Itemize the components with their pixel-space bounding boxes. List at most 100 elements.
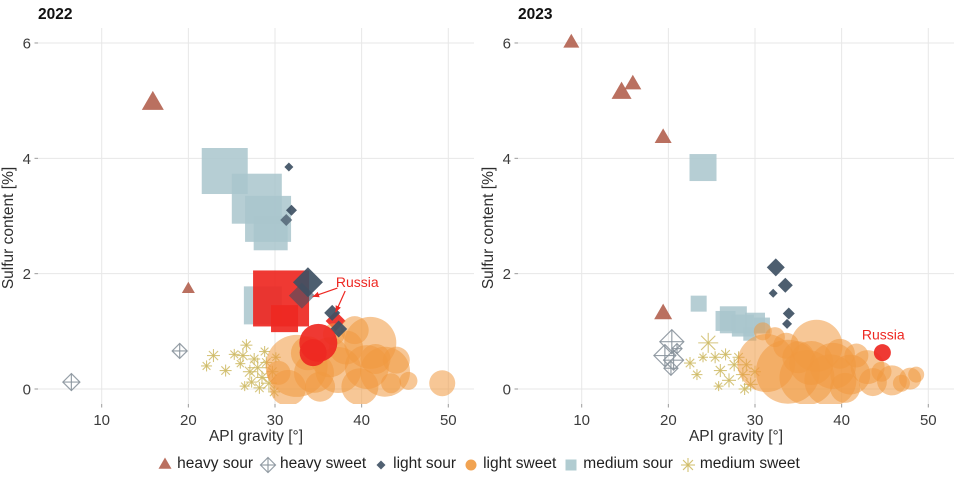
russia-arrowhead	[335, 305, 341, 313]
point-light-sour	[768, 288, 778, 298]
point-medium-sweet	[722, 373, 737, 388]
point-light-sweet	[871, 361, 892, 382]
series-light-sweet	[737, 319, 925, 404]
point-medium-sweet	[240, 339, 253, 352]
point-medium-sweet	[246, 376, 258, 388]
point-heavy-sweet	[662, 349, 685, 372]
legend-label: medium sweet	[699, 455, 800, 472]
legend-item-medium-sweet: medium sweet	[678, 454, 800, 474]
point-heavy-sweet	[671, 342, 683, 355]
point-heavy-sweet	[171, 342, 189, 360]
point-medium-sour	[689, 154, 717, 182]
legend-glyph-light-sour	[376, 460, 386, 470]
y-axis-label: Sulfur content [%]	[480, 167, 497, 289]
point-heavy-sour	[624, 74, 642, 90]
series-heavy-sour	[141, 90, 195, 293]
point-medium-sweet	[719, 348, 732, 361]
series-heavy-sweet	[653, 328, 685, 377]
point-light-sour	[288, 282, 315, 309]
point-light-sweet	[381, 373, 402, 394]
point-medium-sweet	[684, 357, 697, 370]
gridlines	[38, 28, 474, 404]
x-tick-label: 50	[920, 412, 937, 429]
point-russia	[299, 339, 327, 367]
point-heavy-sweet	[658, 328, 685, 355]
x-tick-label: 30	[267, 412, 284, 429]
point-light-sweet	[399, 371, 418, 390]
point-light-sour	[285, 204, 297, 216]
point-heavy-sour	[654, 303, 673, 320]
legend-glyph-heavy-sweet	[259, 456, 277, 474]
axis-ticks: 10 20 30 40 50 0 2 4 6	[23, 35, 457, 429]
x-tick-label: 30	[747, 412, 764, 429]
x-tick-label: 20	[660, 412, 677, 429]
chart-legend: heavy sour heavy sweet light sour light swe…	[0, 450, 960, 478]
point-light-sweet	[429, 370, 456, 397]
russia-label: Russia	[336, 274, 379, 290]
y-tick-label: 4	[503, 151, 511, 168]
point-medium-sour	[253, 216, 288, 251]
point-light-sweet	[266, 360, 291, 385]
legend-marker-medium-sweet	[680, 458, 695, 472]
plot-area	[62, 90, 456, 404]
x-axis-label: API gravity [°]	[209, 428, 303, 445]
x-tick-label: 40	[353, 412, 370, 429]
russia-label: Russia	[862, 326, 905, 342]
legend-label: heavy sweet	[279, 455, 367, 472]
series-heavy-sour	[563, 33, 673, 320]
point-light-sweet	[382, 346, 410, 374]
y-tick-label: 2	[503, 266, 511, 283]
point-light-sweet	[293, 352, 334, 393]
legend-glyph-heavy-sour	[158, 457, 172, 469]
point-medium-sweet	[698, 352, 709, 363]
point-light-sweet	[809, 342, 856, 389]
legend-item-heavy-sweet: heavy sweet	[258, 454, 366, 474]
legend-marker-light-sweet	[465, 459, 477, 471]
legend-label: light sour	[393, 455, 457, 472]
x-tick-label: 10	[573, 412, 590, 429]
plot-area	[563, 33, 925, 404]
series-heavy-sweet	[62, 342, 189, 392]
point-light-sour	[766, 258, 785, 277]
legend-marker-light-sour	[376, 460, 386, 470]
point-medium-sweet	[255, 370, 269, 384]
point-heavy-sour	[654, 128, 672, 144]
russia-annotation: Russia	[312, 274, 379, 313]
legend-marker-medium-sour	[565, 459, 577, 471]
y-tick-label: 2	[23, 266, 31, 283]
x-tick-label: 10	[93, 412, 110, 429]
point-medium-sweet	[242, 364, 257, 379]
panel-title: 2023	[518, 6, 553, 23]
y-tick-label: 4	[23, 151, 31, 168]
point-medium-sweet	[206, 349, 220, 363]
point-light-sour	[284, 162, 294, 172]
legend-label: light sweet	[483, 455, 557, 472]
russia-arrowhead	[312, 291, 320, 298]
point-medium-sweet	[236, 349, 250, 363]
russia-annotation: Russia	[862, 326, 905, 342]
y-tick-label: 0	[23, 382, 31, 399]
point-light-sour	[782, 307, 795, 320]
point-heavy-sweet	[62, 372, 81, 392]
point-heavy-sour	[563, 33, 580, 48]
scatter-panel-2023: 2023 10 20 30 40 50 0 2 4 6 API gravity [°] Sulfur …	[480, 6, 954, 445]
point-medium-sweet	[248, 353, 261, 366]
y-axis-label: Sulfur content [%]	[0, 167, 17, 289]
y-tick-label: 6	[23, 35, 31, 52]
point-medium-sweet	[738, 383, 751, 395]
legend-item-heavy-sour: heavy sour	[155, 454, 253, 474]
y-tick-label: 0	[503, 382, 511, 399]
point-light-sour	[782, 318, 793, 329]
y-tick-label: 6	[503, 35, 511, 52]
point-medium-sweet	[228, 348, 240, 360]
point-medium-sweet	[259, 346, 271, 358]
point-light-sour	[280, 214, 293, 227]
point-heavy-sour	[611, 81, 632, 99]
point-medium-sweet	[253, 381, 266, 394]
point-medium-sweet	[201, 360, 213, 372]
x-tick-label: 20	[180, 412, 197, 429]
x-axis-label: API gravity [°]	[689, 428, 783, 445]
point-heavy-sour	[181, 281, 195, 293]
legend-glyph-medium-sour	[565, 459, 577, 471]
